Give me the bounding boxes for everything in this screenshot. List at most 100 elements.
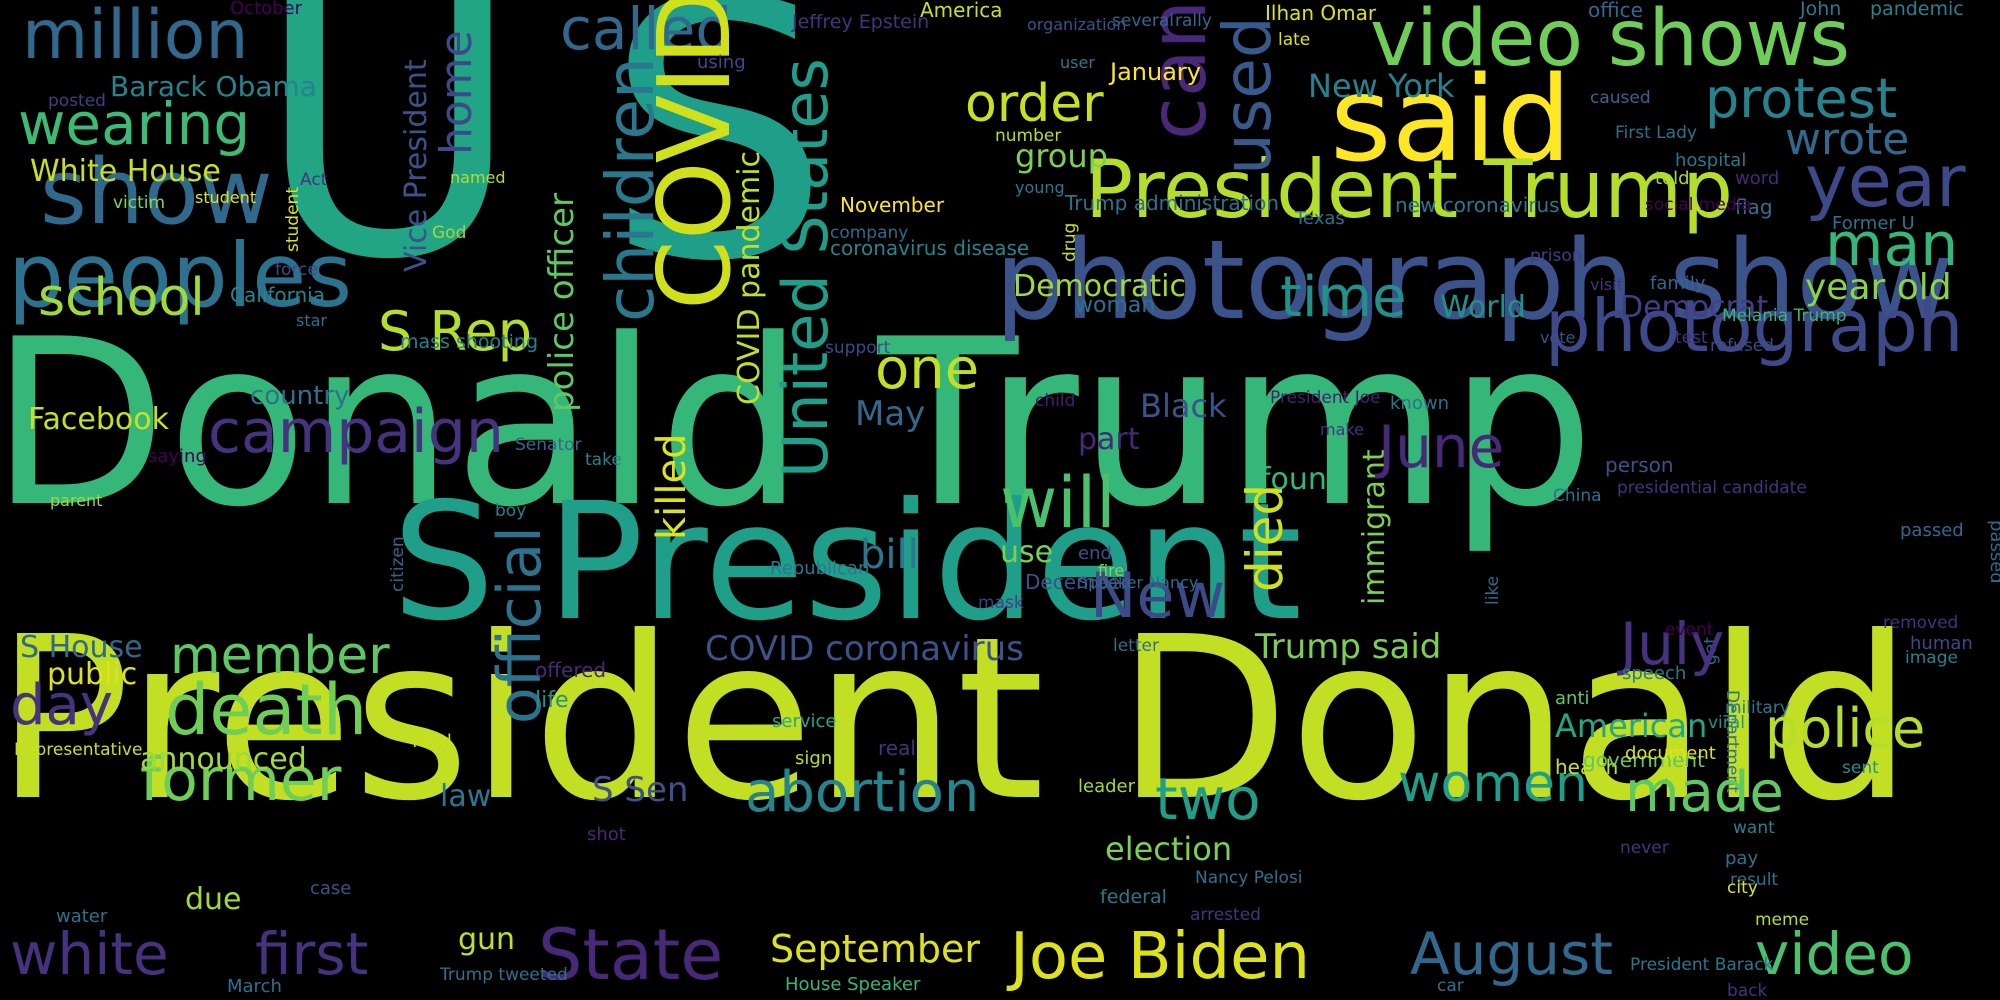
word: United States (769, 58, 842, 478)
word: Democrat (1620, 290, 1769, 325)
word: victim (113, 193, 166, 213)
word: pay (1725, 848, 1759, 869)
word: Joe Biden (1010, 920, 1310, 994)
word: passed (1986, 520, 2000, 584)
word: bill (860, 532, 919, 578)
word: March (227, 976, 282, 997)
word: State (538, 914, 724, 996)
word: result (1730, 870, 1779, 890)
word: wrote (1785, 114, 1910, 165)
word: order (965, 74, 1104, 134)
word: word (1735, 168, 1780, 189)
word: former (140, 745, 342, 815)
word: food (412, 731, 452, 752)
word: country (250, 381, 350, 411)
word: two (1155, 765, 1261, 833)
word: rally (1175, 11, 1212, 31)
word: refused (1710, 336, 1774, 356)
word: New York (1308, 67, 1455, 105)
word: take (585, 450, 622, 470)
word: posted (48, 91, 106, 111)
word: parent (50, 491, 103, 510)
word: due (185, 882, 242, 917)
word: August (1410, 920, 1613, 988)
word: World (1440, 290, 1526, 325)
word: year (1805, 139, 1966, 223)
word: new coronavirus (1395, 193, 1560, 217)
word: California (230, 283, 325, 307)
word: user (1060, 53, 1095, 72)
word: late (1278, 30, 1311, 50)
word: John (1800, 0, 1842, 20)
word: New (1090, 559, 1226, 632)
word: wearing (18, 90, 251, 158)
word: Senator (515, 435, 582, 455)
word: life (535, 688, 569, 713)
word: Trump said (1255, 627, 1442, 667)
word: anti (1555, 688, 1590, 709)
word: million (22, 0, 249, 75)
word: Facebook (28, 402, 169, 437)
word: day (10, 673, 114, 738)
word: caused (1590, 88, 1651, 108)
word: death (165, 669, 368, 751)
word: vote (1540, 328, 1576, 347)
word: hospital (1675, 150, 1747, 171)
word: died (1236, 483, 1294, 592)
word: December (1025, 570, 1129, 594)
word: election (1105, 830, 1233, 868)
word: show (40, 140, 273, 245)
word: White House (30, 154, 221, 189)
word: November (840, 193, 945, 217)
word: leader (1078, 776, 1136, 797)
word: S President (392, 469, 1302, 657)
word: drug (1060, 222, 1080, 262)
word: Speaker Nancy (1078, 573, 1199, 592)
word: known (1390, 393, 1449, 414)
word: Jeffrey Epstein (792, 11, 930, 33)
word: police officer (542, 193, 582, 412)
word: will (1000, 462, 1116, 544)
word: meme (1755, 910, 1810, 930)
word: end (1078, 543, 1112, 564)
word: passed (1900, 520, 1964, 541)
word: sent (1842, 758, 1879, 778)
word: case (310, 878, 352, 899)
word: sign (795, 748, 833, 769)
word: America (920, 0, 1003, 22)
word: photograph (1545, 284, 1964, 368)
word: company (830, 223, 909, 243)
word: said (1330, 50, 1572, 188)
word: public (47, 657, 138, 692)
word: Trump administration (1065, 191, 1279, 215)
word: Vice President (399, 59, 434, 272)
word: health (1555, 755, 1619, 779)
word: image (1905, 648, 1958, 668)
word: law (440, 779, 492, 814)
word: video shows (1370, 0, 1851, 84)
word: told (1655, 168, 1690, 189)
word: pandemic (1870, 0, 1964, 20)
word: Ilhan Omar (1265, 1, 1377, 25)
word: U (255, 0, 523, 340)
word: Black (1140, 387, 1227, 425)
word: July (1620, 610, 1725, 678)
word: one (875, 337, 980, 402)
word: killed (649, 433, 695, 540)
word: Republican (770, 558, 870, 579)
word: citizen (388, 536, 408, 592)
word: child (1035, 391, 1076, 411)
word: Former U (1832, 213, 1915, 234)
word: white (10, 920, 169, 988)
word: part (1078, 422, 1140, 457)
word: viral (1708, 713, 1745, 733)
word: abortion (745, 760, 980, 825)
word: government (1583, 748, 1705, 772)
word: S (605, 0, 831, 339)
word: social media (1645, 195, 1752, 215)
word: Democratic (1013, 269, 1186, 304)
word: President Trump (1085, 143, 1734, 236)
word: October (230, 0, 303, 19)
word: event (1665, 620, 1714, 640)
word: prison (1530, 246, 1583, 266)
